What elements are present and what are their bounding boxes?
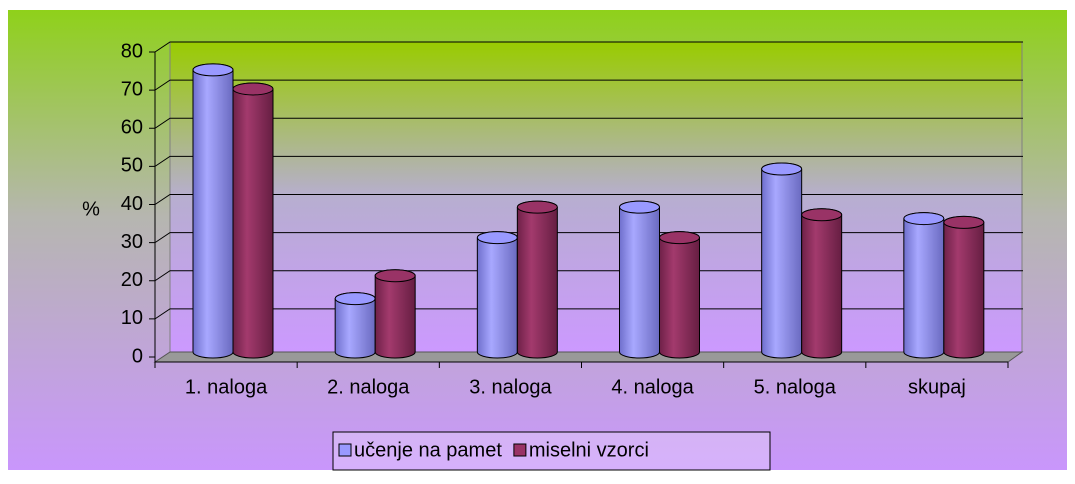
y-tick-label: 70 [121,78,143,100]
legend-label: miselni vzorci [529,439,649,461]
y-tick-label: 20 [121,269,143,291]
y-tick-label: 30 [121,231,143,253]
grid-line [154,117,1023,129]
x-tick-label: 4. naloga [611,376,694,398]
bar [801,208,843,359]
y-tick-label: 80 [121,40,143,62]
y-tick-label: 40 [121,193,143,215]
bar-top [619,200,660,214]
bar [619,200,660,359]
grid-line [154,194,1023,205]
grid-line [154,232,1023,244]
y-tick-label: 10 [121,307,143,329]
x-tick-label: 5. naloga [754,376,837,398]
bar [761,162,803,359]
bar [192,63,234,359]
legend-swatch [513,443,527,457]
y-tick-label: 50 [121,155,143,177]
bar [516,200,558,359]
grid-line [154,155,1023,167]
grid-line [154,308,1023,320]
y-axis-label: % [82,198,100,220]
grid-line [154,270,1023,282]
bar-top [374,269,416,283]
legend-swatch [338,443,352,457]
x-tick-label: 2. naloga [327,376,410,398]
bar [903,212,945,359]
bar-top [192,63,234,77]
bar-top [943,215,985,229]
bar [374,269,416,359]
floor [153,351,1024,363]
bar-top [801,208,843,222]
bar-top [659,231,700,245]
x-tick-label: skupaj [908,376,966,398]
grid-line [154,79,1023,91]
bar-top [232,82,274,96]
y-tick-label: 60 [121,117,143,139]
bar [232,82,274,359]
bar-top [516,200,558,214]
bar [943,215,985,359]
legend-label: učenje na pamet [354,439,502,461]
bar-top [476,231,518,245]
y-tick-label: 0 [132,345,143,367]
bar-top [903,212,945,226]
grid-line [154,41,1023,53]
legend [332,431,771,471]
x-tick-label: 3. naloga [469,376,552,398]
x-tick-label: 1. naloga [185,376,268,398]
bar [659,231,700,359]
bar-top [334,292,376,306]
back-wall [169,41,1023,353]
bar-top [761,162,803,176]
bar [476,231,518,359]
